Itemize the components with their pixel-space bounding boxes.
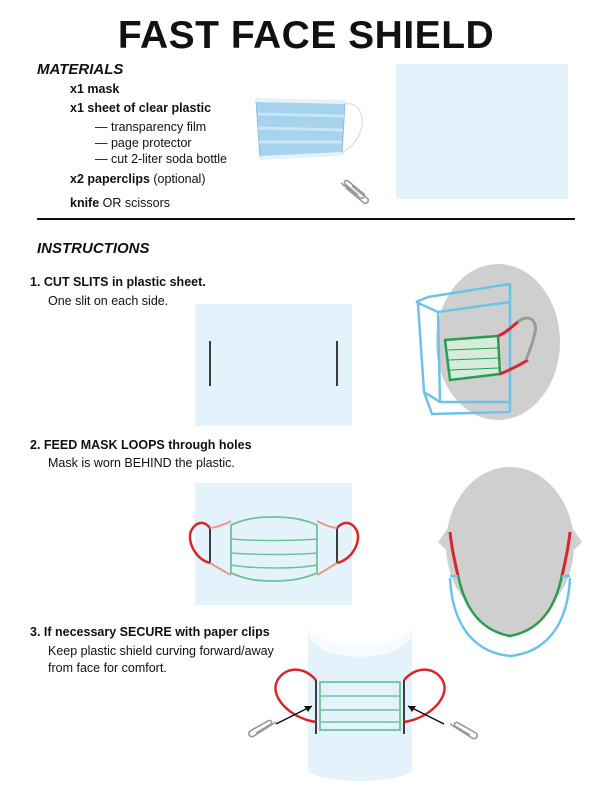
surgical-mask-photo [255,98,364,160]
material-paperclips-label: x2 paperclips [70,172,150,186]
material-paperclips: x2 paperclips (optional) [70,172,206,186]
section-divider [37,218,575,220]
material-knife-note: OR scissors [99,196,171,210]
clear-plastic-sheet [396,64,568,199]
step-1-slits [209,341,338,386]
material-plastic-label: x1 sheet of clear plastic [70,101,212,115]
step-3-text-line-2: from face for comfort. [48,661,167,675]
step-3-title: 3. If necessary SECURE with paper clips [30,625,270,639]
page-title: FAST FACE SHIELD [117,14,495,57]
step-3-curved-plastic-with-mask [274,626,446,781]
step-1-title: 1. CUT SLITS in plastic sheet. [30,275,206,289]
step-2-text: Mask is worn BEHIND the plastic. [48,456,235,470]
material-mask-label: x1 mask [70,82,120,96]
material-knife: knife OR scissors [70,196,170,210]
plastic-option-3: — cut 2-liter soda bottle [95,152,228,166]
step-2-plastic-sheet [195,483,352,605]
plastic-option-2: — page protector [95,136,192,150]
paperclip-icon [340,179,370,205]
material-knife-label: knife [70,196,100,210]
step-2-title: 2. FEED MASK LOOPS through holes [30,438,252,452]
step-1-plastic-sheet [195,304,352,426]
step-1-text: One slit on each side. [48,294,169,308]
material-plastic: x1 sheet of clear plastic [70,101,211,115]
head-top-icon [438,467,582,658]
head-profile-icon [415,264,560,420]
paperclip-icon [449,721,478,740]
plastic-option-1: — transparency film [95,120,207,134]
material-mask: x1 mask [70,82,119,96]
step-3-text-line-1: Keep plastic shield curving forward/away [48,644,274,658]
paperclip-icon [248,719,277,738]
instructions-heading: INSTRUCTIONS [37,240,150,257]
step-2-mask-through-plastic [188,516,360,582]
material-paperclips-note: (optional) [149,172,206,186]
materials-heading: MATERIALS [37,61,124,78]
